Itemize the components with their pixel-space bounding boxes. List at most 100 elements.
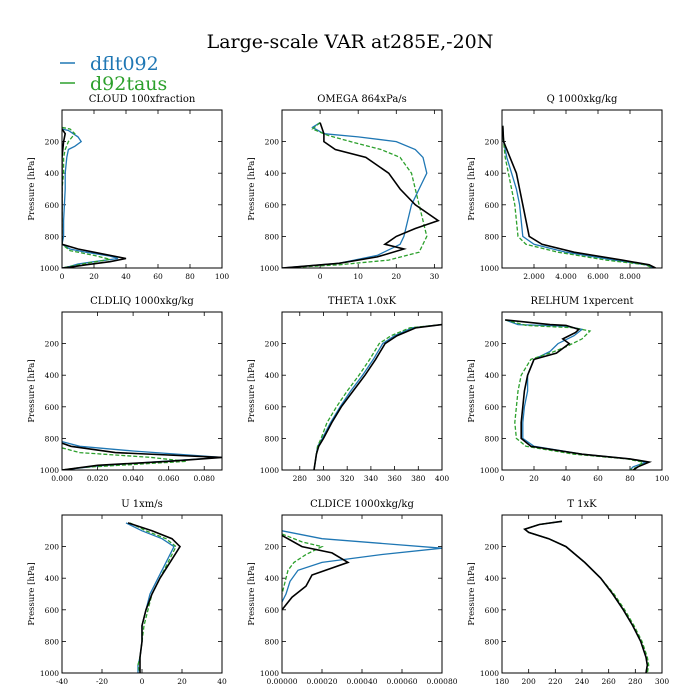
panel-title: OMEGA 864xPa/s bbox=[317, 94, 407, 105]
series-line-0 bbox=[282, 530, 442, 603]
x-tick-label: 180 bbox=[495, 677, 510, 686]
y-tick-label: 200 bbox=[485, 138, 500, 147]
y-tick-label: 1000 bbox=[260, 264, 279, 273]
series-line-1 bbox=[313, 323, 442, 470]
y-tick-label: 200 bbox=[265, 340, 280, 349]
x-tick-label: 40 bbox=[561, 474, 571, 483]
y-axis-label: Pressure [hPa] bbox=[27, 359, 37, 422]
series-line-1 bbox=[282, 533, 324, 595]
series-line-2 bbox=[523, 520, 649, 673]
legend-label-0: dflt092 bbox=[90, 53, 159, 75]
y-tick-label: 200 bbox=[485, 543, 500, 552]
y-tick-label: 400 bbox=[485, 371, 500, 380]
x-tick-label: -40 bbox=[56, 677, 68, 686]
x-tick-label: 0.060 bbox=[158, 474, 180, 483]
panel-title: CLOUD 100xfraction bbox=[89, 94, 196, 105]
y-tick-label: 200 bbox=[485, 340, 500, 349]
series-line-2 bbox=[282, 534, 350, 611]
y-tick-label: 200 bbox=[45, 543, 60, 552]
plot-frame bbox=[281, 514, 443, 674]
x-tick-label: 80 bbox=[625, 474, 635, 483]
y-tick-label: 400 bbox=[45, 574, 60, 583]
y-tick-label: 800 bbox=[45, 434, 60, 443]
series-line-1 bbox=[62, 447, 187, 470]
panel-3: CLDLIQ 1000xkg/kg Pressure [hPa] 200 400 600… bbox=[27, 296, 223, 483]
x-tick-label: 240 bbox=[575, 677, 590, 686]
series-line-2 bbox=[282, 122, 440, 268]
series-line-1 bbox=[282, 122, 428, 268]
x-tick-label: 320 bbox=[340, 474, 355, 483]
panel-title: U 1xm/s bbox=[121, 499, 163, 510]
y-axis-label: Pressure [hPa] bbox=[247, 157, 257, 220]
x-tick-label: 280 bbox=[293, 474, 308, 483]
x-tick-label: 20 bbox=[89, 272, 99, 281]
y-tick-label: 200 bbox=[45, 340, 60, 349]
y-axis-label: Pressure [hPa] bbox=[27, 562, 37, 625]
x-tick-label: 100 bbox=[215, 272, 230, 281]
panel-1: OMEGA 864xPa/s Pressure [hPa] 200 400 600 800… bbox=[247, 94, 443, 281]
x-tick-label: 20 bbox=[177, 677, 187, 686]
plot-frame bbox=[501, 514, 663, 674]
panel-4: THETA 1.0xK Pressure [hPa] 200 400 600 800 100… bbox=[247, 296, 449, 483]
x-tick-label: 0.00080 bbox=[426, 677, 457, 686]
x-tick-label: 300 bbox=[655, 677, 670, 686]
y-tick-label: 400 bbox=[265, 574, 280, 583]
series-line-2 bbox=[62, 442, 222, 470]
x-tick-label: 0.00000 bbox=[266, 677, 297, 686]
x-tick-label: -20 bbox=[96, 677, 108, 686]
y-tick-label: 400 bbox=[45, 371, 60, 380]
x-tick-label: 260 bbox=[602, 677, 617, 686]
plot-frame bbox=[281, 109, 443, 269]
x-tick-label: 0 bbox=[140, 677, 145, 686]
y-tick-label: 600 bbox=[485, 201, 500, 210]
y-tick-label: 600 bbox=[265, 403, 280, 412]
y-axis-label: Pressure [hPa] bbox=[467, 562, 477, 625]
x-tick-label: 60 bbox=[593, 474, 603, 483]
x-tick-label: 80 bbox=[185, 272, 195, 281]
y-tick-label: 1000 bbox=[480, 264, 499, 273]
y-tick-label: 600 bbox=[265, 201, 280, 210]
series-line-2 bbox=[505, 319, 653, 470]
y-tick-label: 600 bbox=[45, 403, 60, 412]
y-axis-label: Pressure [hPa] bbox=[467, 359, 477, 422]
x-tick-label: 0.00020 bbox=[306, 677, 337, 686]
series-line-0 bbox=[282, 122, 428, 268]
panel-title: CLDICE 1000xkg/kg bbox=[310, 499, 414, 510]
y-tick-label: 200 bbox=[265, 138, 280, 147]
series-line-1 bbox=[62, 126, 111, 268]
x-tick-label: 10 bbox=[353, 272, 363, 281]
x-tick-label: 200 bbox=[522, 677, 537, 686]
x-tick-label: 2.000 bbox=[523, 272, 545, 281]
series-line-1 bbox=[523, 520, 650, 673]
plot-frame bbox=[281, 311, 443, 471]
series-line-1 bbox=[505, 319, 645, 470]
series-line-0 bbox=[62, 128, 119, 268]
x-tick-label: 280 bbox=[628, 677, 643, 686]
series-line-2 bbox=[313, 323, 442, 470]
y-tick-label: 1000 bbox=[480, 669, 499, 678]
x-tick-label: 0.000 bbox=[51, 474, 73, 483]
x-tick-label: 380 bbox=[411, 474, 426, 483]
x-tick-label: 40 bbox=[121, 272, 131, 281]
y-axis-label: Pressure [hPa] bbox=[467, 157, 477, 220]
panel-title: RELHUM 1xpercent bbox=[530, 296, 633, 307]
y-tick-label: 1000 bbox=[480, 466, 499, 475]
series-line-0 bbox=[523, 520, 648, 673]
panel-7: CLDICE 1000xkg/kg Pressure [hPa] 200 400 600… bbox=[247, 499, 458, 686]
x-tick-label: 220 bbox=[548, 677, 563, 686]
y-tick-label: 1000 bbox=[260, 669, 279, 678]
y-tick-label: 600 bbox=[265, 606, 280, 615]
x-tick-label: 0.00060 bbox=[386, 677, 417, 686]
plot-frame bbox=[61, 109, 223, 269]
y-tick-label: 200 bbox=[45, 138, 60, 147]
y-tick-label: 1000 bbox=[40, 669, 59, 678]
y-tick-label: 400 bbox=[265, 169, 280, 178]
x-tick-label: 0.080 bbox=[193, 474, 215, 483]
y-tick-label: 800 bbox=[265, 232, 280, 241]
x-tick-label: 0.040 bbox=[122, 474, 144, 483]
y-tick-label: 800 bbox=[265, 637, 280, 646]
x-tick-label: 340 bbox=[364, 474, 379, 483]
x-tick-label: 40 bbox=[217, 677, 227, 686]
